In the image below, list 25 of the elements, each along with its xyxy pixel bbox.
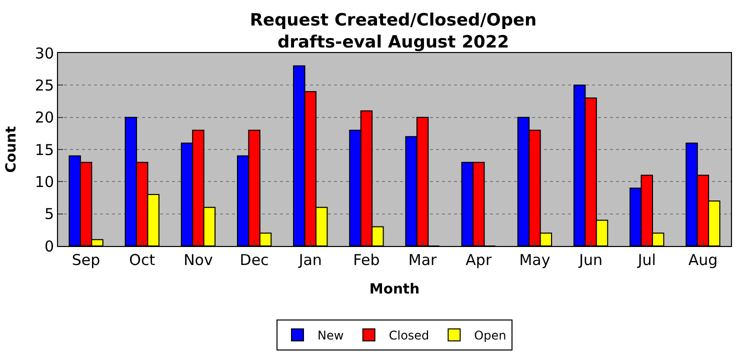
x-tick-label: Dec [240, 251, 269, 269]
y-tick-label: 25 [34, 76, 54, 94]
x-tick-label: Jun [578, 251, 603, 269]
x-tick-label: Apr [466, 251, 492, 269]
x-axis-title: Month [369, 281, 420, 298]
y-tick-label: 20 [34, 108, 54, 127]
chart-title: Request Created/Closed/Open drafts-eval August 2022 [250, 10, 537, 52]
x-tick-label: Jan [298, 251, 322, 269]
y-tick-label: 15 [34, 140, 54, 159]
legend-label: Open [474, 328, 506, 343]
y-tick-label: 30 [34, 44, 54, 62]
legend-label: New [318, 328, 344, 343]
y-axis-title: Count [4, 126, 20, 173]
x-tick-label: Mar [408, 251, 438, 269]
legend-label: Closed [388, 328, 430, 343]
x-tick-label: Aug [688, 251, 718, 269]
x-tick-label: Sep [72, 251, 100, 269]
x-tick-label: Feb [353, 251, 380, 269]
y-tick-label: 10 [34, 172, 54, 191]
y-tick-label: 5 [44, 205, 54, 224]
y-tick-label: 0 [44, 237, 54, 256]
x-tick-label: Oct [129, 251, 156, 269]
x-tick-label: May [519, 251, 550, 269]
x-tick-label: Nov [184, 251, 213, 269]
x-tick-label: Jul [636, 251, 656, 269]
